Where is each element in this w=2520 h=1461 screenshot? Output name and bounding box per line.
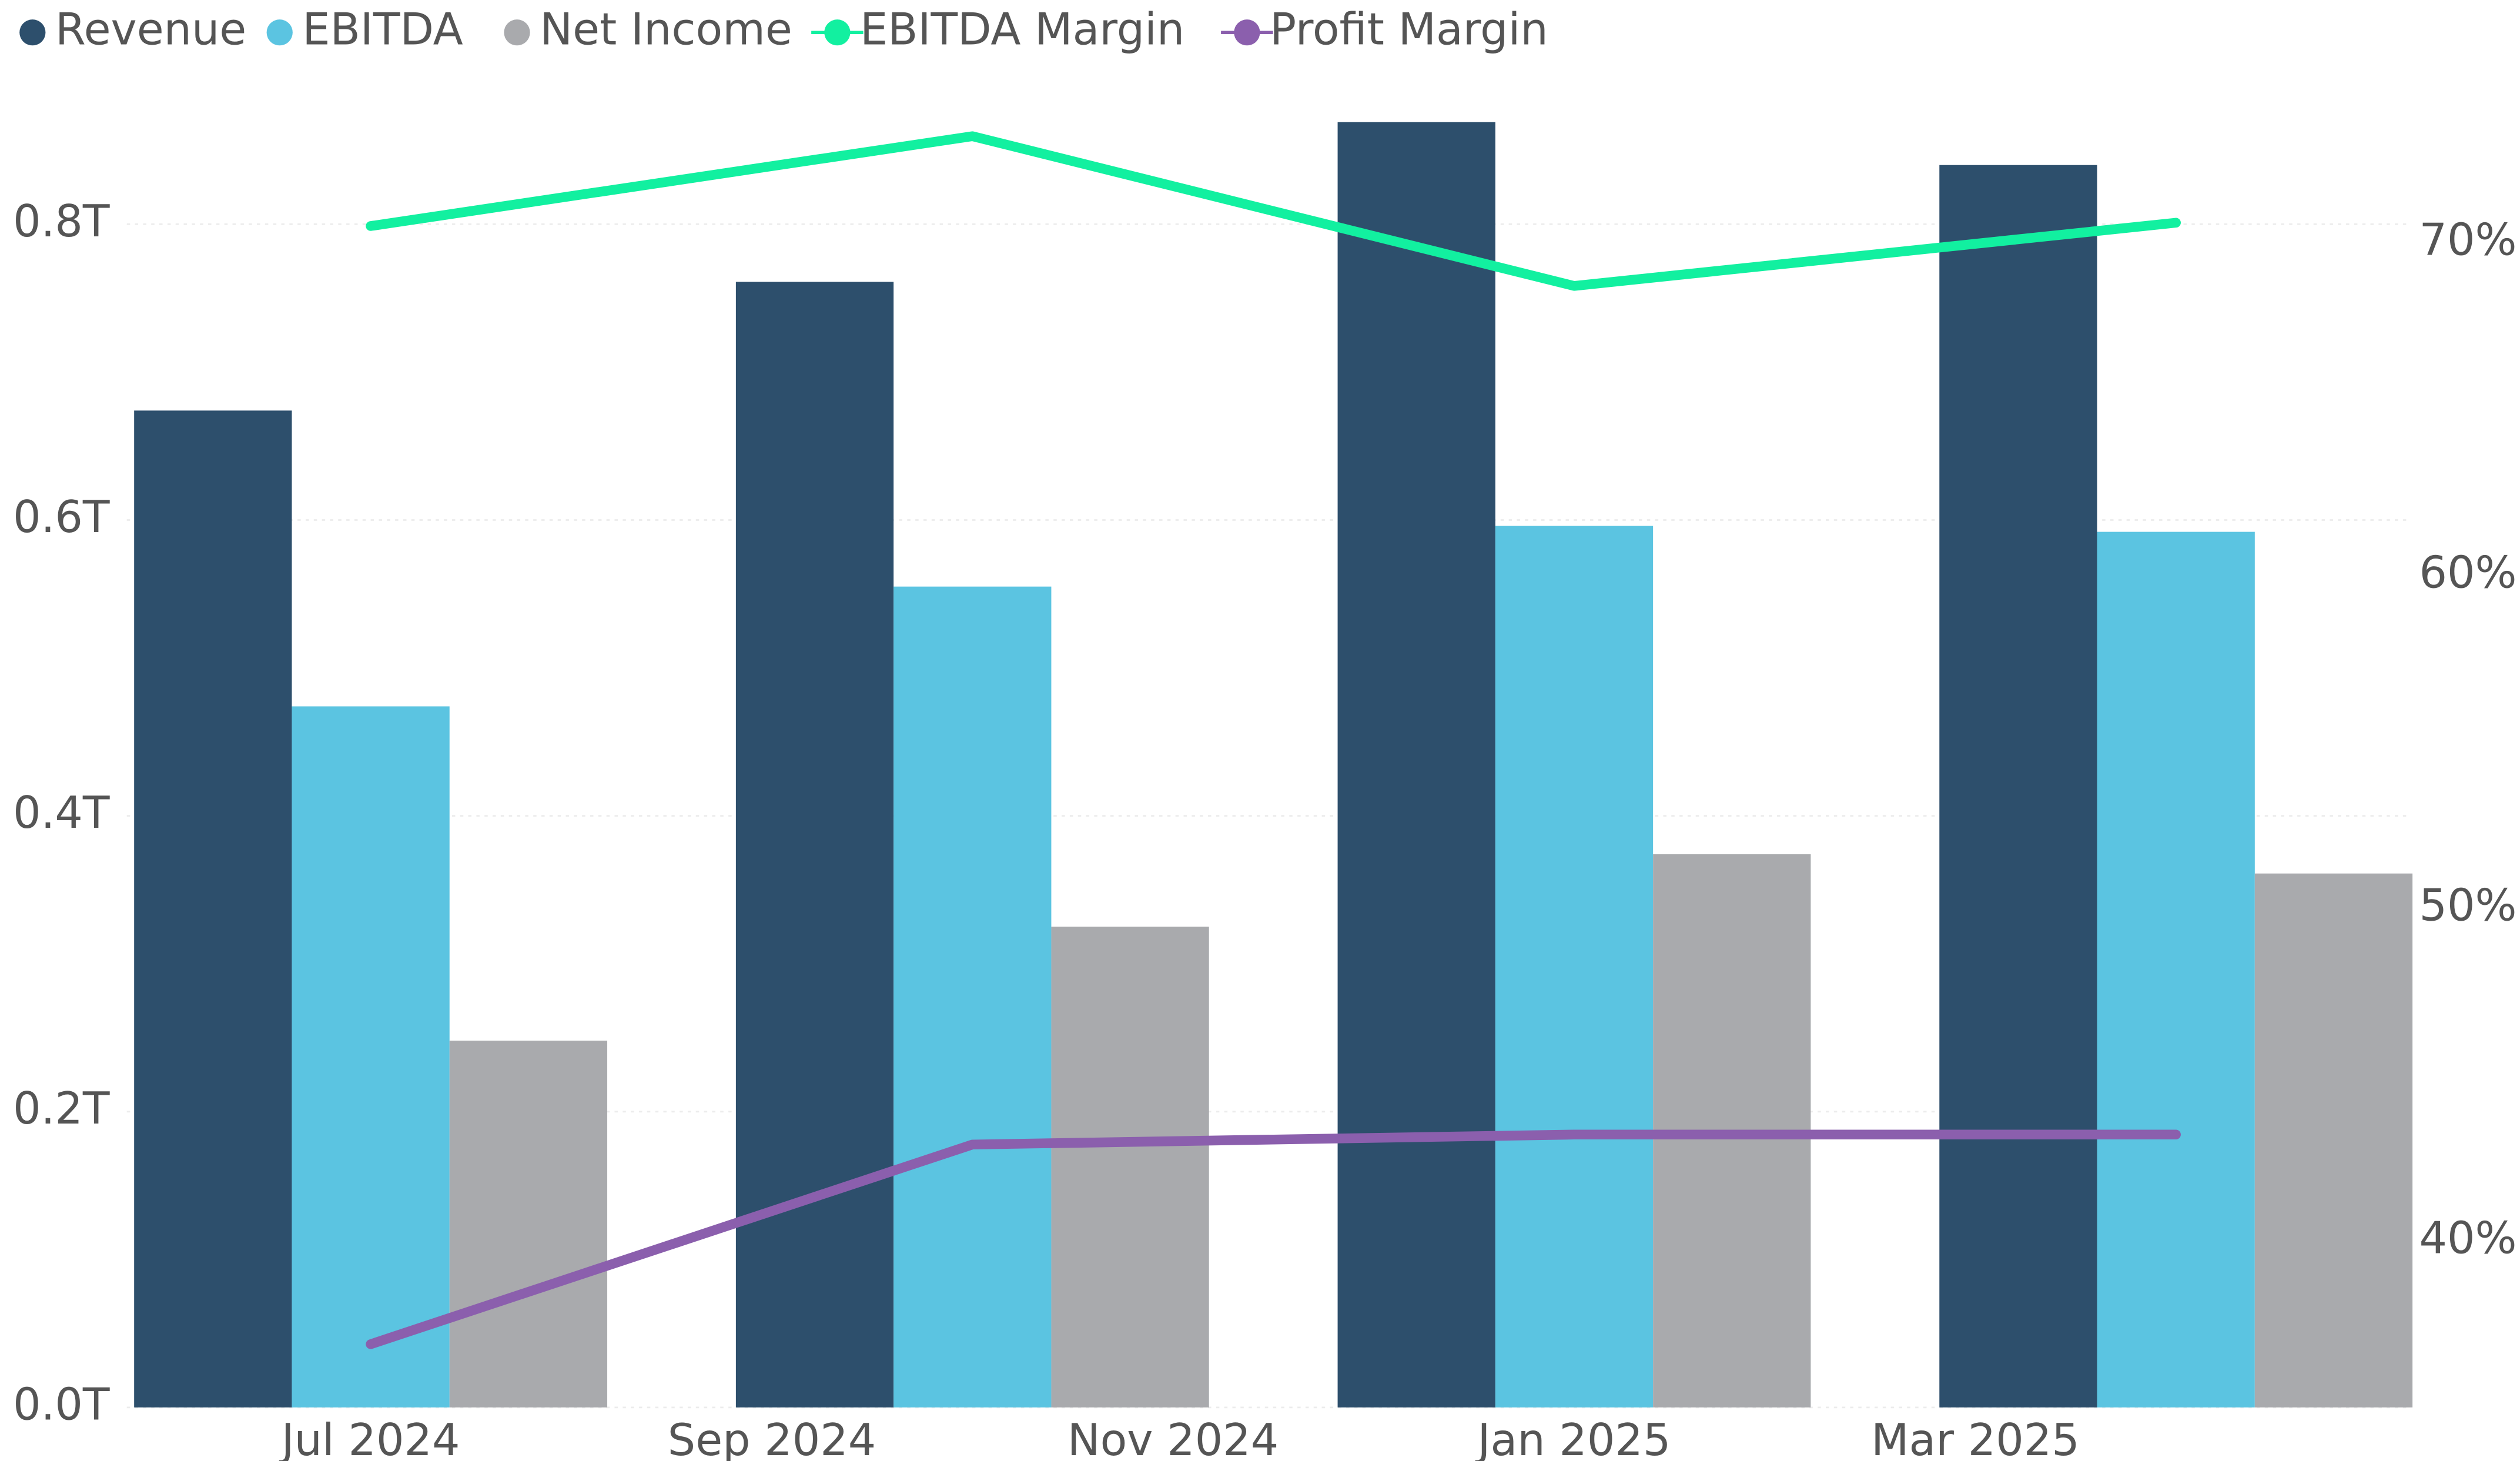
y-tick-label: 0.6T [13,492,110,543]
x-tick-label: Mar 2025 [1871,1415,2080,1461]
line [366,1129,2181,1349]
bar [1495,526,1654,1407]
bar [1939,165,2097,1407]
y-tick-label: 0.0T [13,1379,110,1430]
y2-tick-label: 50% [2419,880,2517,931]
legend-marker [504,19,530,46]
bar [1051,927,1209,1407]
bar [449,1040,608,1407]
y-tick-label: 0.8T [13,196,110,247]
bar [1337,122,1495,1407]
legend-label: Profit Margin [1270,4,1548,55]
x-tick-label: Jan 2025 [1475,1415,1671,1461]
legend-marker [1234,19,1260,46]
legend-label: Revenue [55,4,246,55]
bar [134,410,292,1407]
bar [2097,531,2255,1407]
line [366,131,2181,291]
bar [735,282,894,1407]
y2-tick-label: 70% [2419,214,2517,265]
legend-label: EBITDA [302,4,463,55]
x-tick-label: Jul 2024 [279,1415,460,1461]
legend-marker [824,19,851,46]
bar [2254,873,2413,1407]
y-tick-label: 0.2T [13,1083,110,1134]
y2-tick-label: 40% [2419,1212,2517,1263]
x-tick-label: Nov 2024 [1067,1415,1279,1461]
bar [292,706,450,1407]
legend-label: EBITDA Margin [860,4,1184,55]
x-tick-label: Sep 2024 [668,1415,876,1461]
y-tick-label: 0.4T [13,787,110,838]
legend-marker [266,19,293,46]
legend-label: Net Income [540,4,792,55]
bar [893,586,1052,1407]
legend-marker [19,19,46,46]
y2-tick-label: 60% [2419,547,2517,598]
